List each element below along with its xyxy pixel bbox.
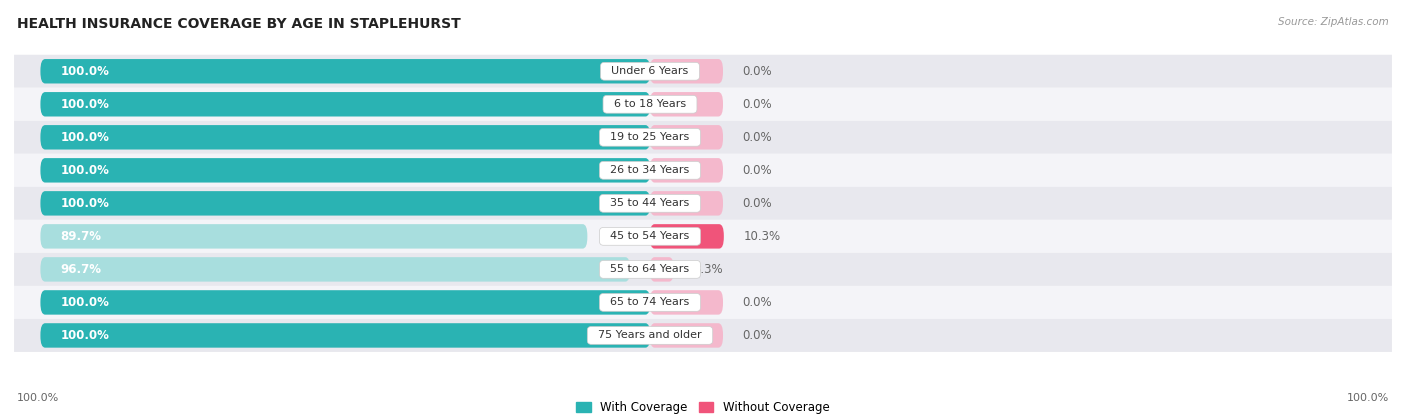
FancyBboxPatch shape — [14, 154, 1392, 187]
FancyBboxPatch shape — [14, 286, 1392, 319]
FancyBboxPatch shape — [41, 257, 630, 282]
FancyBboxPatch shape — [41, 224, 588, 249]
Text: Under 6 Years: Under 6 Years — [605, 66, 696, 76]
Text: 0.0%: 0.0% — [742, 164, 772, 177]
FancyBboxPatch shape — [650, 191, 723, 215]
FancyBboxPatch shape — [41, 125, 650, 149]
Text: 65 to 74 Years: 65 to 74 Years — [603, 298, 696, 308]
Text: 0.0%: 0.0% — [742, 98, 772, 111]
Text: 10.3%: 10.3% — [744, 230, 780, 243]
Text: 89.7%: 89.7% — [60, 230, 101, 243]
FancyBboxPatch shape — [14, 121, 1392, 154]
FancyBboxPatch shape — [41, 290, 650, 315]
FancyBboxPatch shape — [14, 319, 1392, 352]
Text: 0.0%: 0.0% — [742, 65, 772, 78]
Text: 0.0%: 0.0% — [742, 197, 772, 210]
Text: 55 to 64 Years: 55 to 64 Years — [603, 264, 696, 274]
Text: 0.0%: 0.0% — [742, 329, 772, 342]
FancyBboxPatch shape — [14, 187, 1392, 220]
FancyBboxPatch shape — [650, 323, 723, 348]
Text: Source: ZipAtlas.com: Source: ZipAtlas.com — [1278, 17, 1389, 27]
Text: HEALTH INSURANCE COVERAGE BY AGE IN STAPLEHURST: HEALTH INSURANCE COVERAGE BY AGE IN STAP… — [17, 17, 461, 31]
FancyBboxPatch shape — [650, 224, 724, 249]
FancyBboxPatch shape — [650, 158, 723, 183]
FancyBboxPatch shape — [41, 191, 650, 215]
Text: 26 to 34 Years: 26 to 34 Years — [603, 165, 696, 175]
Text: 0.0%: 0.0% — [742, 131, 772, 144]
FancyBboxPatch shape — [650, 92, 723, 117]
FancyBboxPatch shape — [14, 220, 1392, 253]
Text: 100.0%: 100.0% — [60, 65, 110, 78]
Text: 75 Years and older: 75 Years and older — [591, 330, 709, 340]
Text: 100.0%: 100.0% — [60, 197, 110, 210]
Text: 19 to 25 Years: 19 to 25 Years — [603, 132, 696, 142]
Text: 3.3%: 3.3% — [693, 263, 723, 276]
Text: 100.0%: 100.0% — [60, 164, 110, 177]
FancyBboxPatch shape — [14, 55, 1392, 88]
Text: 6 to 18 Years: 6 to 18 Years — [607, 99, 693, 109]
FancyBboxPatch shape — [650, 290, 723, 315]
Text: 100.0%: 100.0% — [60, 131, 110, 144]
FancyBboxPatch shape — [41, 92, 650, 117]
Text: 100.0%: 100.0% — [60, 296, 110, 309]
FancyBboxPatch shape — [14, 253, 1392, 286]
Text: 45 to 54 Years: 45 to 54 Years — [603, 232, 696, 242]
Text: 100.0%: 100.0% — [60, 329, 110, 342]
FancyBboxPatch shape — [14, 88, 1392, 121]
Text: 35 to 44 Years: 35 to 44 Years — [603, 198, 696, 208]
FancyBboxPatch shape — [650, 257, 673, 282]
FancyBboxPatch shape — [650, 125, 723, 149]
Text: 0.0%: 0.0% — [742, 296, 772, 309]
FancyBboxPatch shape — [41, 59, 650, 83]
Text: 96.7%: 96.7% — [60, 263, 101, 276]
Text: 100.0%: 100.0% — [17, 393, 59, 403]
Text: 100.0%: 100.0% — [60, 98, 110, 111]
FancyBboxPatch shape — [650, 59, 723, 83]
Legend: With Coverage, Without Coverage: With Coverage, Without Coverage — [572, 396, 834, 415]
Text: 100.0%: 100.0% — [1347, 393, 1389, 403]
FancyBboxPatch shape — [41, 323, 650, 348]
FancyBboxPatch shape — [41, 158, 650, 183]
